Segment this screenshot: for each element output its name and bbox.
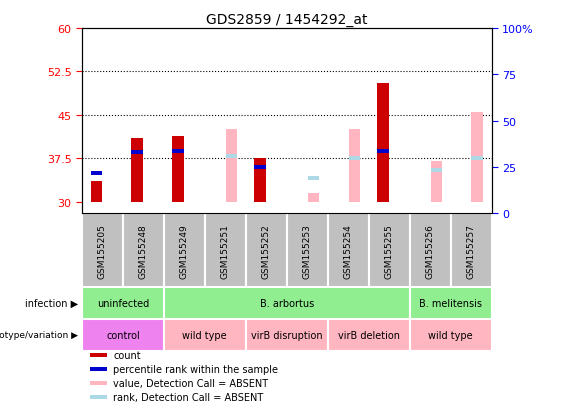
Text: wild type: wild type bbox=[182, 330, 227, 340]
Text: rank, Detection Call = ABSENT: rank, Detection Call = ABSENT bbox=[114, 392, 264, 402]
Text: virB deletion: virB deletion bbox=[338, 330, 399, 340]
Title: GDS2859 / 1454292_at: GDS2859 / 1454292_at bbox=[206, 12, 367, 26]
Bar bbox=[82, 319, 164, 351]
Bar bbox=[328, 319, 410, 351]
Bar bbox=[471, 113, 483, 202]
Bar bbox=[349, 157, 360, 161]
Text: B. arbortus: B. arbortus bbox=[259, 298, 314, 309]
Bar bbox=[90, 368, 107, 371]
Bar bbox=[349, 130, 360, 202]
Bar bbox=[82, 214, 123, 287]
Text: genotype/variation ▶: genotype/variation ▶ bbox=[0, 330, 78, 339]
Bar bbox=[172, 150, 184, 154]
Text: GSM155253: GSM155253 bbox=[303, 223, 312, 278]
Bar bbox=[164, 287, 410, 319]
Text: infection ▶: infection ▶ bbox=[25, 298, 78, 309]
Bar bbox=[377, 149, 389, 153]
Bar bbox=[205, 214, 246, 287]
Text: percentile rank within the sample: percentile rank within the sample bbox=[114, 364, 279, 374]
Text: virB disruption: virB disruption bbox=[251, 330, 323, 340]
Bar bbox=[164, 319, 246, 351]
Bar bbox=[90, 395, 107, 399]
Bar bbox=[123, 214, 164, 287]
Text: GSM155257: GSM155257 bbox=[467, 223, 476, 278]
Bar bbox=[246, 319, 328, 351]
Bar bbox=[410, 214, 451, 287]
Bar bbox=[90, 182, 102, 202]
Bar bbox=[90, 381, 107, 385]
Text: GSM155248: GSM155248 bbox=[139, 223, 148, 278]
Text: count: count bbox=[114, 351, 141, 361]
Bar bbox=[431, 161, 442, 202]
Text: control: control bbox=[106, 330, 140, 340]
Text: B. melitensis: B. melitensis bbox=[419, 298, 482, 309]
Bar bbox=[410, 287, 492, 319]
Bar bbox=[225, 155, 237, 159]
Text: GSM155256: GSM155256 bbox=[425, 223, 434, 278]
Bar bbox=[90, 354, 107, 358]
Bar bbox=[431, 169, 442, 172]
Bar bbox=[132, 151, 143, 155]
Bar bbox=[172, 137, 184, 202]
Bar bbox=[307, 177, 319, 181]
Text: value, Detection Call = ABSENT: value, Detection Call = ABSENT bbox=[114, 378, 268, 388]
Bar bbox=[82, 287, 164, 319]
Bar bbox=[471, 157, 483, 161]
Bar bbox=[410, 319, 492, 351]
Bar bbox=[246, 214, 287, 287]
Text: GSM155251: GSM155251 bbox=[221, 223, 230, 278]
Bar bbox=[307, 193, 319, 202]
Bar bbox=[132, 139, 143, 202]
Text: GSM155252: GSM155252 bbox=[262, 223, 271, 278]
Text: GSM155205: GSM155205 bbox=[98, 223, 107, 278]
Bar bbox=[451, 214, 492, 287]
Text: GSM155249: GSM155249 bbox=[180, 223, 189, 278]
Text: GSM155255: GSM155255 bbox=[385, 223, 394, 278]
Text: wild type: wild type bbox=[428, 330, 473, 340]
Bar bbox=[369, 214, 410, 287]
Bar bbox=[254, 159, 266, 202]
Bar bbox=[254, 166, 266, 169]
Bar bbox=[377, 84, 389, 202]
Text: GSM155254: GSM155254 bbox=[344, 223, 353, 278]
Bar bbox=[225, 130, 237, 202]
Bar bbox=[164, 214, 205, 287]
Text: uninfected: uninfected bbox=[97, 298, 149, 309]
Bar bbox=[287, 214, 328, 287]
Bar bbox=[328, 214, 369, 287]
Bar bbox=[90, 171, 102, 175]
